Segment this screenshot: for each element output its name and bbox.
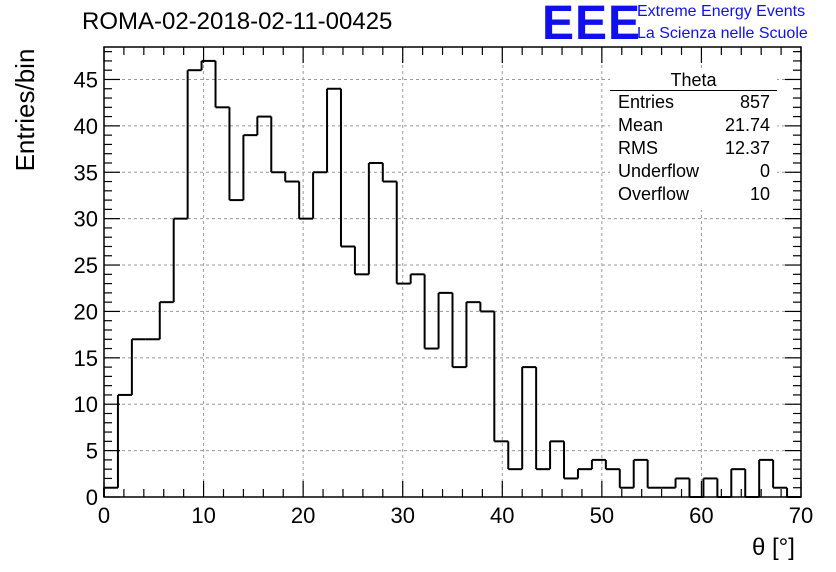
x-tick-label: 0 (98, 503, 110, 528)
y-tick-label: 45 (74, 67, 98, 92)
stats-row-mean: Mean 21.74 (618, 115, 770, 137)
eee-logo: EEE (542, 0, 642, 50)
x-axis-label: θ [°] (752, 534, 795, 561)
stats-row-rms: RMS 12.37 (618, 138, 770, 160)
y-tick-label: 0 (86, 485, 98, 510)
stats-key: Mean (618, 115, 664, 135)
logo-caption-line1: Extreme Energy Events (637, 3, 806, 20)
x-tick-label: 70 (789, 503, 813, 528)
x-tick-label: 50 (590, 503, 614, 528)
stats-box: Theta Entries 857 Mean 21.74 RMS 12.37 U… (610, 70, 777, 210)
y-tick-label: 5 (86, 439, 98, 464)
x-tick-label: 10 (191, 503, 215, 528)
x-tick-label: 40 (490, 503, 514, 528)
y-tick-label: 20 (74, 299, 98, 324)
stats-key: Entries (618, 92, 675, 112)
stats-row-underflow: Underflow 0 (618, 161, 770, 183)
y-axis-label: Entries/bin (10, 48, 40, 172)
y-tick-label: 40 (74, 114, 98, 139)
x-tick-label: 20 (291, 503, 315, 528)
y-tick-label: 35 (74, 160, 98, 185)
x-tick-label: 30 (390, 503, 414, 528)
stats-row-overflow: Overflow 10 (618, 184, 770, 206)
logo-caption-line2: La Scienza nelle Scuole (637, 25, 808, 42)
x-axis: 0 10 20 30 40 50 60 70 (98, 47, 813, 528)
y-tick-label: 10 (74, 392, 98, 417)
stats-value: 21.74 (724, 115, 770, 135)
stats-value: 0 (759, 161, 770, 181)
stats-key: Overflow (618, 184, 690, 204)
chart-title: ROMA-02-2018-02-11-00425 (82, 8, 393, 35)
stats-key: Underflow (618, 161, 700, 181)
y-tick-label: 25 (74, 253, 98, 278)
stats-row-entries: Entries 857 (618, 92, 770, 114)
stats-key: RMS (618, 138, 658, 158)
stats-value: 12.37 (724, 138, 770, 158)
y-tick-label: 15 (74, 346, 98, 371)
plot-border (103, 46, 802, 498)
stats-value: 10 (749, 184, 770, 204)
stats-divider (610, 90, 777, 91)
stats-title: Theta (670, 70, 717, 90)
stats-value: 857 (739, 92, 770, 112)
y-axis: 0 5 10 15 20 25 30 35 40 45 (74, 51, 801, 510)
plot-frame (103, 46, 802, 498)
y-tick-label: 30 (74, 207, 98, 232)
x-tick-label: 60 (689, 503, 713, 528)
